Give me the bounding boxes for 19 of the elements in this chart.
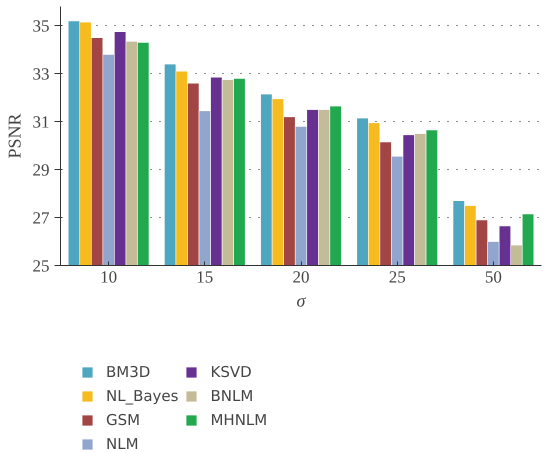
legend-label: MHNLM [210, 411, 268, 429]
x-tick-label: 20 [292, 268, 310, 286]
x-tick-label: 10 [100, 268, 118, 286]
y-tick-label: 27 [32, 208, 50, 228]
x-tick-label: 15 [196, 268, 214, 286]
legend-label: KSVD [210, 363, 252, 381]
x-axis-title: σ [296, 290, 307, 310]
legend-label: BM3D [106, 363, 150, 381]
x-tick-label: 50 [484, 268, 502, 286]
y-tick-label: 33 [32, 64, 50, 84]
legend-label: GSM [106, 411, 140, 429]
legend-label: NLM [106, 435, 139, 453]
legend-label: BNLM [210, 387, 254, 405]
y-axis-title: PSNR [4, 113, 24, 159]
y-tick-label: 29 [32, 160, 50, 180]
y-tick-label: 35 [32, 16, 50, 36]
legend-label: NL_Bayes [106, 387, 178, 405]
y-tick-label: 31 [32, 112, 50, 132]
x-tick-label: 25 [388, 268, 406, 286]
